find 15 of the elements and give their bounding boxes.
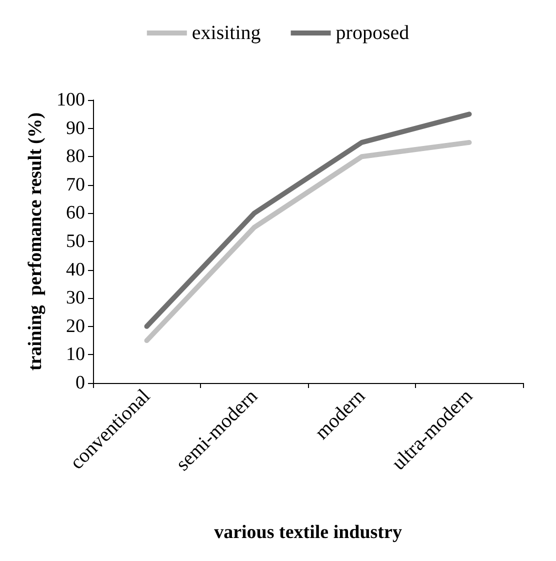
y-tick-label: 60 (66, 202, 85, 224)
y-tick-label: 90 (66, 118, 85, 139)
y-tick-label: 50 (66, 231, 85, 252)
y-tick-label: 0 (76, 372, 85, 394)
y-tick-label: 70 (66, 174, 85, 196)
y-tick-label: 30 (66, 288, 85, 309)
legend-label: exisiting (192, 22, 261, 44)
y-axis-title: training perfomance result (%) (25, 112, 46, 371)
legend-label: proposed (336, 22, 410, 44)
y-tick-label: 80 (66, 146, 85, 168)
y-tick-label: 10 (66, 344, 85, 366)
y-tick-label: 20 (66, 316, 85, 337)
y-tick-label: 40 (66, 259, 85, 280)
y-tick-label: 100 (56, 90, 85, 110)
x-axis-title: various textile industry (214, 522, 402, 543)
